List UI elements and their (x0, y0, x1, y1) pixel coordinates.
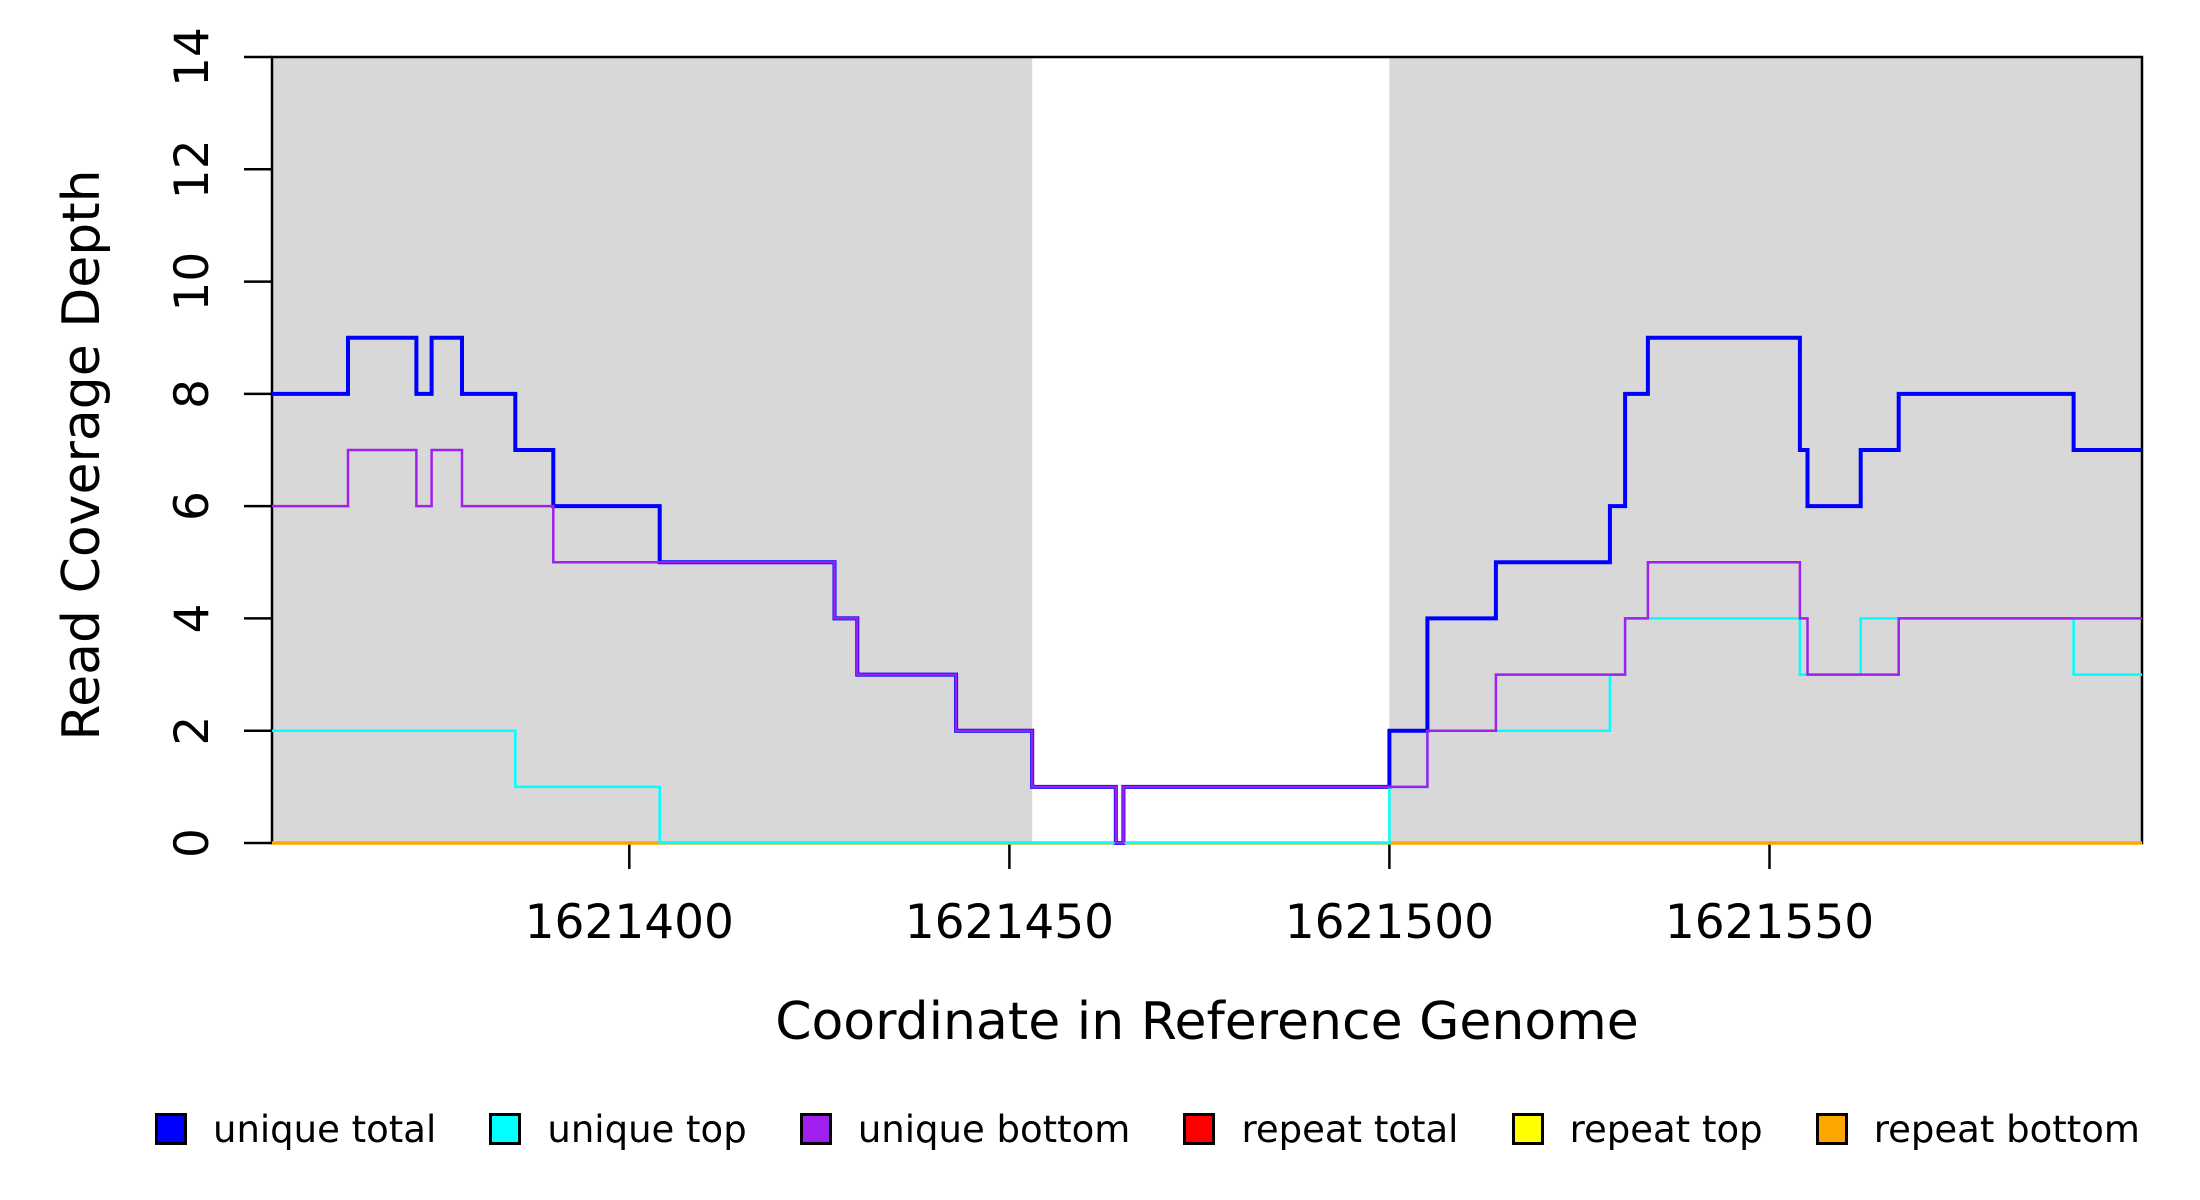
legend-item-repeat-bottom: repeat bottom (1815, 1107, 2140, 1151)
legend-swatch-icon (799, 1113, 832, 1145)
y-axis-title: Read Coverage Depth (52, 169, 112, 741)
y-tick-label: 6 (165, 491, 220, 521)
legend-label: unique bottom (857, 1107, 1131, 1151)
series-unique-top (272, 617, 2142, 845)
x-tick-label: 1621400 (525, 895, 734, 950)
legend-item-unique-bottom: unique bottom (799, 1107, 1131, 1151)
legend-label: unique top (547, 1107, 747, 1151)
legend-swatch-icon (489, 1113, 522, 1145)
legend-label: repeat total (1241, 1107, 1459, 1151)
y-tick-label: 14 (165, 27, 220, 87)
shaded-region (1389, 57, 2142, 843)
y-tick-label: 8 (165, 379, 220, 409)
y-tick-label: 4 (165, 603, 220, 633)
y-tick-label: 2 (165, 716, 220, 746)
series-unique-bottom (272, 448, 2142, 845)
x-tick-label: 1621500 (1285, 895, 1494, 950)
y-tick-label: 10 (165, 252, 220, 312)
x-tick-label: 1621550 (1665, 895, 1874, 950)
legend-item-unique-top: unique top (489, 1107, 747, 1151)
legend-item-repeat-top: repeat top (1511, 1107, 1763, 1151)
legend-swatch-icon (1183, 1113, 1216, 1145)
legend-item-unique-total: unique total (155, 1108, 436, 1151)
legend-swatch-icon (155, 1113, 187, 1145)
legend-label: unique total (213, 1107, 437, 1151)
legend-swatch-icon (1815, 1113, 1848, 1145)
legend-item-repeat-total: repeat total (1183, 1108, 1458, 1151)
legend-label: repeat top (1569, 1107, 1763, 1151)
legend: unique total unique top unique bottom repea… (155, 1100, 2140, 1158)
x-axis-title: Coordinate in Reference Genome (775, 992, 1639, 1052)
legend-swatch-icon (1511, 1113, 1544, 1145)
x-tick-label: 1621450 (905, 895, 1114, 950)
y-tick-label: 12 (165, 139, 220, 199)
legend-label: repeat bottom (1873, 1107, 2140, 1151)
y-tick-label: 0 (165, 828, 220, 858)
